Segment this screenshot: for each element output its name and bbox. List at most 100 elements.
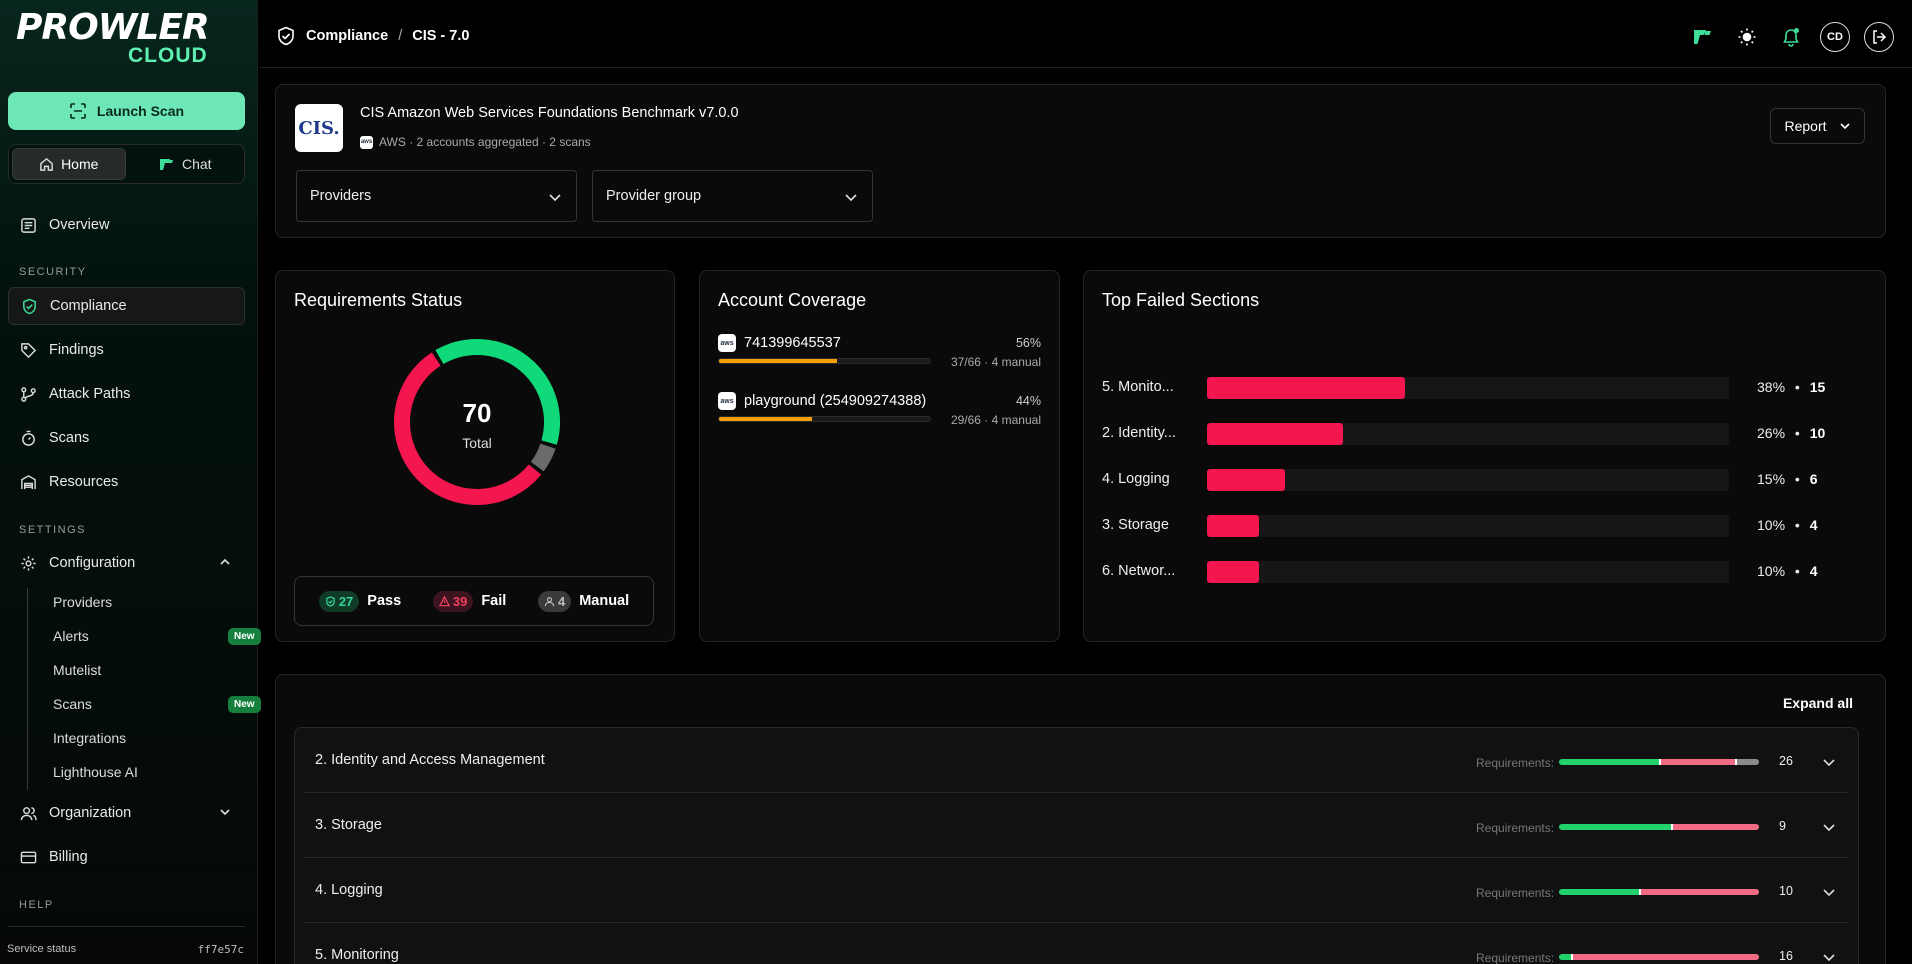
legend-pass[interactable]: 27 Pass xyxy=(318,590,401,612)
requirements-status-title: Requirements Status xyxy=(294,290,463,310)
gear-icon xyxy=(20,555,37,572)
account-row[interactable]: aws playground (254909274388) 44% 29/66 … xyxy=(718,392,1041,432)
sidebar-item-label: Findings xyxy=(49,342,104,358)
subnav-item-integrations[interactable]: Integrations xyxy=(53,730,127,746)
chevron-up-icon xyxy=(219,556,231,568)
failed-value: 26% • 10 xyxy=(1757,425,1825,441)
failed-bar xyxy=(1207,377,1406,399)
chevron-down-icon[interactable] xyxy=(1822,820,1836,834)
section-row[interactable]: 3. Storage Requirements: 9 xyxy=(304,793,1849,858)
service-status-link[interactable]: Service status xyxy=(7,943,77,955)
sidebar-item-billing[interactable]: Billing xyxy=(8,838,245,876)
sidebar-item-configuration[interactable]: Configuration xyxy=(8,544,245,582)
subnav-item-mutelist[interactable]: Mutelist xyxy=(53,662,102,678)
subnav-item-providers[interactable]: Providers xyxy=(53,594,113,610)
cis-logo: CIS. xyxy=(295,104,343,152)
requirements-donut-chart: 70 Total xyxy=(394,339,560,505)
chevron-down-icon[interactable] xyxy=(1822,950,1836,964)
top-failed-row[interactable]: 2. Identity... 26% • 10 xyxy=(1102,423,1862,445)
sidebar-item-scans[interactable]: Scans xyxy=(8,419,245,457)
notifications-button[interactable] xyxy=(1776,22,1806,52)
failed-count: 4 xyxy=(1809,517,1818,533)
top-failed-sections-card: Top Failed Sections 5. Monito... 38% • 1… xyxy=(1083,270,1886,642)
section-row[interactable]: 2. Identity and Access Management Requir… xyxy=(304,728,1849,793)
launch-scan-button[interactable]: Launch Scan xyxy=(8,92,245,130)
providers-select[interactable]: Providers xyxy=(296,170,577,222)
top-failed-row[interactable]: 5. Monito... 38% • 15 xyxy=(1102,377,1862,399)
subnav-item-alerts[interactable]: Alerts xyxy=(53,628,89,644)
sidebar-divider xyxy=(8,926,245,927)
subnav-item-lighthouse-ai[interactable]: Lighthouse AI xyxy=(53,764,138,780)
requirements-count: 9 xyxy=(1779,819,1786,833)
fail-count: 39 xyxy=(452,593,468,609)
seg-home[interactable]: Home xyxy=(12,148,126,180)
top-failed-row[interactable]: 4. Logging 15% • 6 xyxy=(1102,469,1862,491)
manual-count: 4 xyxy=(557,593,566,609)
sidebar-item-resources[interactable]: Resources xyxy=(8,463,245,501)
sidebar-item-label: Attack Paths xyxy=(49,386,131,402)
expand-all-button[interactable]: Expand all xyxy=(1782,695,1853,711)
requirements-label: Requirements: xyxy=(1476,951,1555,964)
donut-pass-arc[interactable] xyxy=(435,339,560,445)
requirements-bar-pass xyxy=(1559,889,1639,895)
report-button[interactable]: Report xyxy=(1770,108,1865,144)
chevron-down-icon[interactable] xyxy=(1822,755,1836,769)
breadcrumb-current: CIS - 7.0 xyxy=(412,28,470,44)
provider-group-select-value: Provider group xyxy=(606,188,702,204)
legend-fail[interactable]: 39 Fail xyxy=(432,590,507,612)
seg-chat[interactable]: Chat xyxy=(130,148,242,180)
user-avatar[interactable]: CD xyxy=(1820,22,1850,52)
subnav-item-scans[interactable]: Scans xyxy=(53,696,92,712)
chevron-down-icon xyxy=(219,806,231,818)
theme-toggle[interactable] xyxy=(1732,22,1762,52)
sections-list: 2. Identity and Access Management Requir… xyxy=(294,727,1859,964)
account-row[interactable]: aws 741399645537 56% 37/66 · 4 manual xyxy=(718,334,1041,374)
failed-count: 6 xyxy=(1809,471,1818,487)
requirements-status-card: Requirements Status 70 Total 27 Pass 39 … xyxy=(275,270,675,642)
shield-check-icon xyxy=(21,298,38,315)
prowler-logo[interactable]: PROWLER xyxy=(16,8,210,48)
section-row[interactable]: 5. Monitoring Requirements: 16 xyxy=(304,923,1849,964)
donut-total: 70 xyxy=(463,398,492,428)
failed-value: 10% • 4 xyxy=(1757,563,1818,579)
top-failed-row[interactable]: 3. Storage 10% • 4 xyxy=(1102,515,1862,537)
failed-bar xyxy=(1207,423,1343,445)
user-icon xyxy=(544,596,555,607)
donut-manual-arc[interactable] xyxy=(530,443,556,472)
section-name: 2. Identity... xyxy=(1102,425,1176,441)
requirements-label: Requirements: xyxy=(1476,756,1555,770)
top-failed-row[interactable]: 6. Networ... 10% • 4 xyxy=(1102,561,1862,583)
aws-icon: aws xyxy=(718,334,736,352)
failed-bar xyxy=(1207,561,1260,583)
breadcrumb-root[interactable]: Compliance xyxy=(306,28,389,44)
lighthouse-button[interactable] xyxy=(1688,22,1718,52)
provider-group-select[interactable]: Provider group xyxy=(592,170,873,222)
dot-separator: • xyxy=(1794,379,1800,395)
failed-bar-track xyxy=(1207,423,1729,445)
logout-button[interactable] xyxy=(1864,22,1894,52)
sidebar-item-label: Scans xyxy=(49,430,90,446)
fail-label: Fail xyxy=(481,593,507,609)
manual-label: Manual xyxy=(579,593,630,609)
donut-fail-arc[interactable] xyxy=(394,352,542,505)
chevron-down-icon[interactable] xyxy=(1822,885,1836,899)
dot-separator: • xyxy=(1794,563,1800,579)
legend-manual[interactable]: 4 Manual xyxy=(537,590,630,612)
sidebar-item-compliance[interactable]: Compliance xyxy=(8,287,245,325)
pass-count: 27 xyxy=(338,593,354,609)
scan-frame-icon xyxy=(69,102,87,120)
sidebar-item-attack-paths[interactable]: Attack Paths xyxy=(8,375,245,413)
sidebar-item-overview[interactable]: Overview xyxy=(8,206,245,244)
bell-icon xyxy=(1781,27,1801,47)
section-label-settings: SETTINGS xyxy=(19,524,87,536)
framework-meta: aws AWS · 2 accounts aggregated · 2 scan… xyxy=(360,135,591,149)
sidebar-item-findings[interactable]: Findings xyxy=(8,331,245,369)
sidebar-item-organization[interactable]: Organization xyxy=(8,794,245,832)
failed-count: 4 xyxy=(1809,563,1818,579)
failed-bar-track xyxy=(1207,561,1729,583)
failed-count: 15 xyxy=(1809,379,1826,395)
version-label: ff7e57c xyxy=(197,943,244,956)
lighthouse-chat-icon xyxy=(159,157,175,171)
section-row[interactable]: 4. Logging Requirements: 10 xyxy=(304,858,1849,923)
requirements-bar-fail xyxy=(1659,759,1735,765)
